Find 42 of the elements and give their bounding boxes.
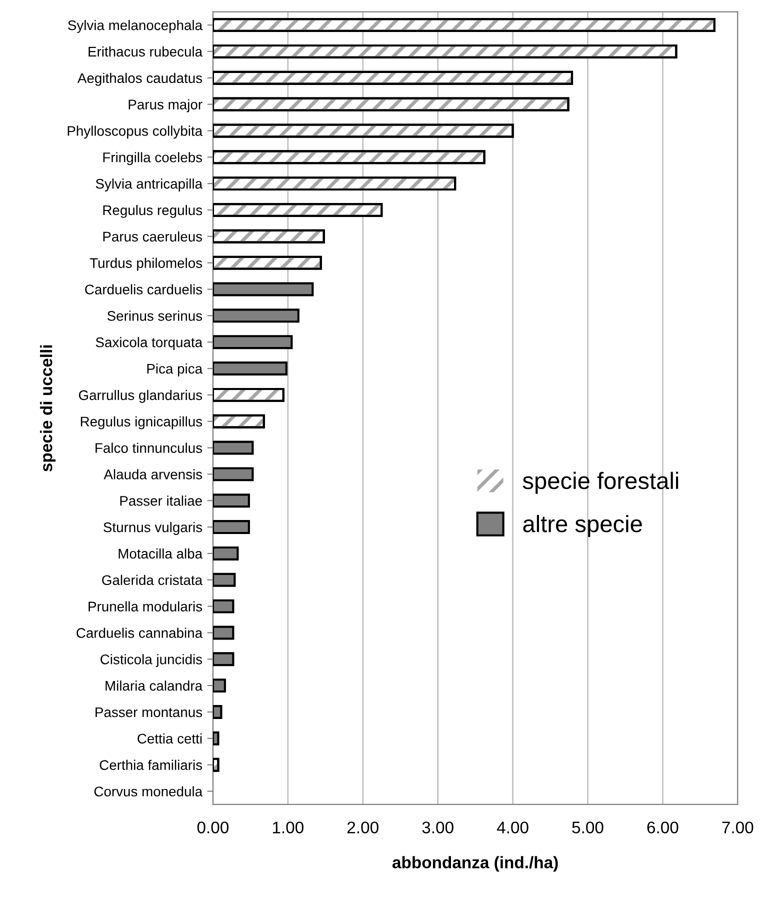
y-tick-label: Turdus philomelos — [90, 258, 202, 271]
y-tick-label: Parus major — [128, 99, 202, 112]
y-tick-label: Corvus monedula — [94, 786, 203, 796]
y-tick-label: Carduelis carduelis — [85, 284, 202, 294]
x-tick-label: 1.00 — [272, 822, 304, 834]
x-axis-title: abbondanza (ind./ha) — [392, 856, 558, 872]
y-tick-label: Regulus regulus — [103, 204, 202, 218]
legend-label: specie forestali — [522, 472, 678, 494]
y-tick-label: Aegithalos caudatus — [77, 72, 202, 86]
y-tick-label: Parus caeruleus — [103, 231, 202, 242]
y-tick-label: Prunella modularis — [88, 601, 202, 612]
y-tick-label: Phylloscopus collybita — [68, 126, 203, 139]
y-tick-label: Cettia cetti — [138, 733, 202, 744]
x-tick-label: 6.00 — [647, 822, 678, 834]
y-tick-label: Cisticola juncidis — [100, 654, 202, 668]
y-tick-label: Garrullus glandarius — [78, 390, 202, 403]
y-tick-label: Fringilla coelebs — [103, 152, 202, 166]
x-tick-label: 5.00 — [572, 822, 604, 834]
x-tick-label: 2.00 — [347, 822, 378, 834]
y-tick-label: Galerida cristata — [102, 574, 203, 586]
x-tick-label: 7.00 — [722, 822, 754, 834]
y-tick-label: Serinus serinus — [107, 310, 202, 321]
y-tick-label: Alauda arvensis — [104, 469, 202, 480]
y-tick-label: Carduelis cannabina — [76, 628, 203, 638]
y-tick-label: Erithacus rubecula — [88, 46, 203, 57]
y-tick-label: Pica pica — [147, 363, 203, 376]
y-tick-label: Sturnus vulgaris — [104, 522, 202, 535]
y-axis-title: specie di uccelli — [40, 345, 56, 472]
y-tick-label: Passer montanus — [96, 707, 202, 718]
y-tick-label: Saxicola torquata — [96, 337, 203, 350]
y-tick-label: Falco tinnunculus — [96, 442, 202, 453]
y-tick-label: Certhia familiaris — [100, 760, 202, 770]
y-tick-label: Sylvia melanocephala — [68, 20, 203, 33]
legend-label: altre specie — [523, 514, 642, 537]
y-tick-label: Passer italiae — [120, 496, 202, 506]
x-tick-label: 3.00 — [422, 822, 454, 834]
x-tick-label: 4.00 — [496, 822, 528, 834]
y-tick-label: Motacilla alba — [118, 548, 203, 559]
y-tick-label: Milaria calandra — [106, 680, 203, 691]
y-tick-label: Regulus ignicapillus — [80, 416, 202, 430]
x-tick-label: 0.00 — [197, 822, 229, 834]
y-tick-label: Sylvia antricapilla — [96, 178, 203, 192]
